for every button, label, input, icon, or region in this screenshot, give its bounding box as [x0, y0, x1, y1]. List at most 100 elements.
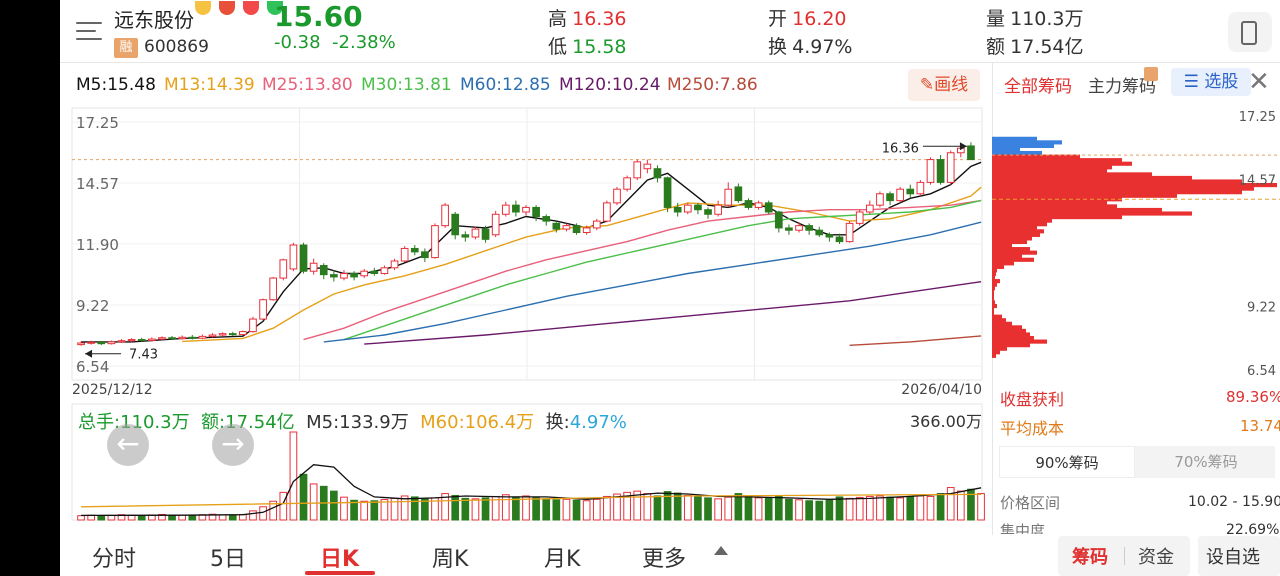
candle-body	[774, 211, 783, 229]
tab-monthly-k[interactable]: 月K	[544, 547, 581, 572]
candle-body	[380, 267, 389, 275]
chip-bar	[992, 140, 1062, 145]
volume-bar	[572, 499, 581, 521]
volume-bar	[906, 496, 915, 521]
candle-body	[633, 161, 642, 179]
wechat-icon[interactable]	[267, 1, 283, 15]
volume-bar	[582, 500, 591, 521]
candle-body	[967, 145, 975, 161]
volume-bar	[471, 498, 480, 521]
quote-volume: 量 110.3万	[986, 8, 1084, 30]
margin-badge: 融	[114, 38, 138, 58]
tab-weekly-k[interactable]: 周K	[432, 547, 469, 572]
chip-bar	[992, 353, 996, 358]
select-stock-button[interactable]: ☰ 选股	[1171, 68, 1251, 96]
concentration-value: 22.69%	[1226, 522, 1280, 534]
chip-bar	[992, 207, 1162, 213]
tab-all-chips[interactable]: 全部筹码	[1004, 77, 1072, 97]
scroll-left-button[interactable]: ←	[107, 424, 149, 466]
volume-bar	[441, 493, 449, 521]
volume-bar	[249, 510, 257, 521]
button-divider	[1124, 547, 1125, 565]
volume-bar	[400, 495, 409, 521]
ma-line-M120	[364, 281, 982, 345]
tab-daily-k[interactable]: 日K	[320, 547, 360, 572]
chip-bar	[992, 254, 1022, 259]
volume-bar	[795, 499, 803, 521]
candle-body	[168, 337, 176, 340]
chip-bar	[992, 314, 1002, 319]
moments-icon[interactable]	[219, 1, 235, 15]
candle-body	[704, 209, 712, 215]
volume-bar	[259, 506, 267, 521]
volume-bar	[552, 499, 561, 521]
volume-bar	[228, 514, 237, 521]
chip-price-label: 14.57	[1239, 174, 1276, 189]
add-watchlist-button[interactable]: 设自选	[1206, 547, 1260, 568]
tab-intraday[interactable]: 分时	[92, 547, 137, 572]
volume-bar	[946, 487, 955, 521]
tab-90-chips[interactable]: 90%筹码	[999, 446, 1135, 478]
volume-bar	[744, 495, 753, 521]
chip-bar	[992, 200, 1107, 205]
landscape-toggle-button[interactable]	[1228, 12, 1272, 52]
volume-bar	[714, 498, 722, 521]
volume-bar	[754, 497, 763, 521]
red-app-icon[interactable]	[243, 1, 259, 15]
menu-icon[interactable]	[76, 20, 104, 42]
chip-bar	[992, 218, 1052, 223]
volume-m60-line	[81, 493, 982, 508]
volume-bar	[218, 514, 227, 521]
chips-button[interactable]: 筹码	[1072, 547, 1108, 568]
volume-bar	[815, 500, 824, 521]
candle-body	[451, 213, 460, 236]
arrow-right-icon: →	[221, 427, 245, 460]
volume-bar	[289, 431, 298, 521]
watchlist-bg	[1198, 536, 1280, 576]
draw-line-button[interactable]: ✎画线	[908, 69, 980, 101]
volume-bar	[481, 497, 490, 521]
volume-bar	[532, 497, 540, 521]
candle-body	[269, 277, 278, 301]
candle-body	[512, 204, 520, 213]
chip-bar	[992, 303, 997, 309]
candle-body	[309, 262, 318, 272]
volume-bar	[774, 495, 783, 521]
volume-bar	[886, 496, 894, 521]
candle-body	[208, 334, 217, 337]
candle-body	[330, 274, 338, 278]
candle-body	[97, 341, 106, 345]
volume-bar	[421, 498, 429, 521]
candle-body	[754, 202, 763, 208]
candle-body	[77, 342, 85, 346]
chip-bar	[992, 143, 1054, 149]
caret-up-icon[interactable]	[714, 546, 728, 555]
chip-price-label: 9.22	[1247, 300, 1276, 315]
candle-body	[370, 270, 379, 275]
scroll-right-button[interactable]: →	[212, 424, 254, 466]
volume-bar	[501, 494, 510, 521]
close-icon[interactable]: ✕	[1248, 67, 1270, 97]
tab-more[interactable]: 更多	[642, 547, 687, 572]
tab-5day[interactable]: 5日	[210, 547, 246, 572]
ma-legend-item: M25:13.80	[262, 75, 353, 95]
fund-button[interactable]: 资金	[1138, 547, 1174, 568]
candle-body	[795, 225, 803, 231]
chip-bar	[992, 243, 1012, 248]
candle-body	[491, 213, 500, 236]
tab-70-chips[interactable]: 70%筹码	[1174, 453, 1238, 471]
volume-bar	[279, 491, 288, 521]
volume-bar	[188, 515, 197, 521]
volume-bar	[876, 495, 884, 521]
y-tick-label: 17.25	[76, 114, 119, 132]
candlestick-chart[interactable]: 17.25 14.57 11.90 9.22 6.54 16.36 7.43 2025/12/…	[60, 0, 995, 536]
chip-bar	[992, 268, 997, 273]
candle-body	[714, 204, 722, 215]
candle-body	[299, 244, 308, 272]
volume-bar	[299, 473, 308, 521]
tab-main-chips[interactable]: 主力筹码	[1088, 77, 1156, 97]
profit-ratio-label: 收盘获利	[1000, 390, 1065, 409]
weibo-icon[interactable]	[195, 1, 211, 15]
volume-bar	[936, 493, 945, 521]
chip-bar	[992, 158, 1122, 163]
